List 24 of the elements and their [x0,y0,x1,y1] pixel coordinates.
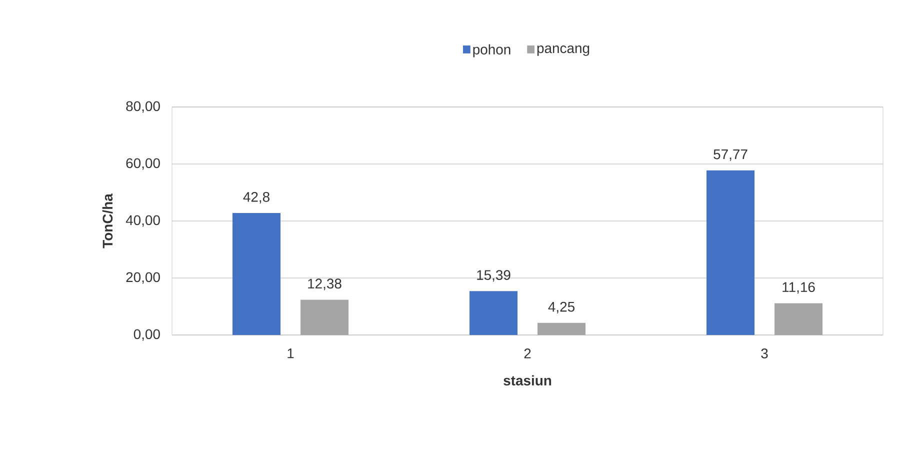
data-label: 57,77 [714,149,748,161]
bar [538,322,586,335]
bar [232,213,281,335]
bar [706,170,755,335]
x-axis-title: stasiun [504,375,552,386]
y-axis-title: TonC/ha [102,194,113,248]
data-label: 4,25 [548,302,574,314]
x-tick-label: 2 [524,348,531,358]
y-tick-label: 0,00 [134,329,160,341]
data-label: 12,38 [308,278,342,290]
x-tick-label: 1 [288,348,294,358]
y-tick-label: 20,00 [126,272,160,284]
bar [774,303,823,335]
legend-label: pancang [537,46,590,56]
x-tick-label: 3 [761,348,768,358]
y-tick-label: 80,00 [126,101,160,113]
data-label: 15,39 [477,270,510,282]
y-tick-label: 40,00 [126,215,160,227]
bar [300,300,349,335]
bar [470,291,518,335]
legend-label: pohon [473,44,510,58]
y-tick-label: 60,00 [126,158,160,170]
data-label: 42,8 [243,192,270,204]
data-label: 11,16 [782,282,815,294]
